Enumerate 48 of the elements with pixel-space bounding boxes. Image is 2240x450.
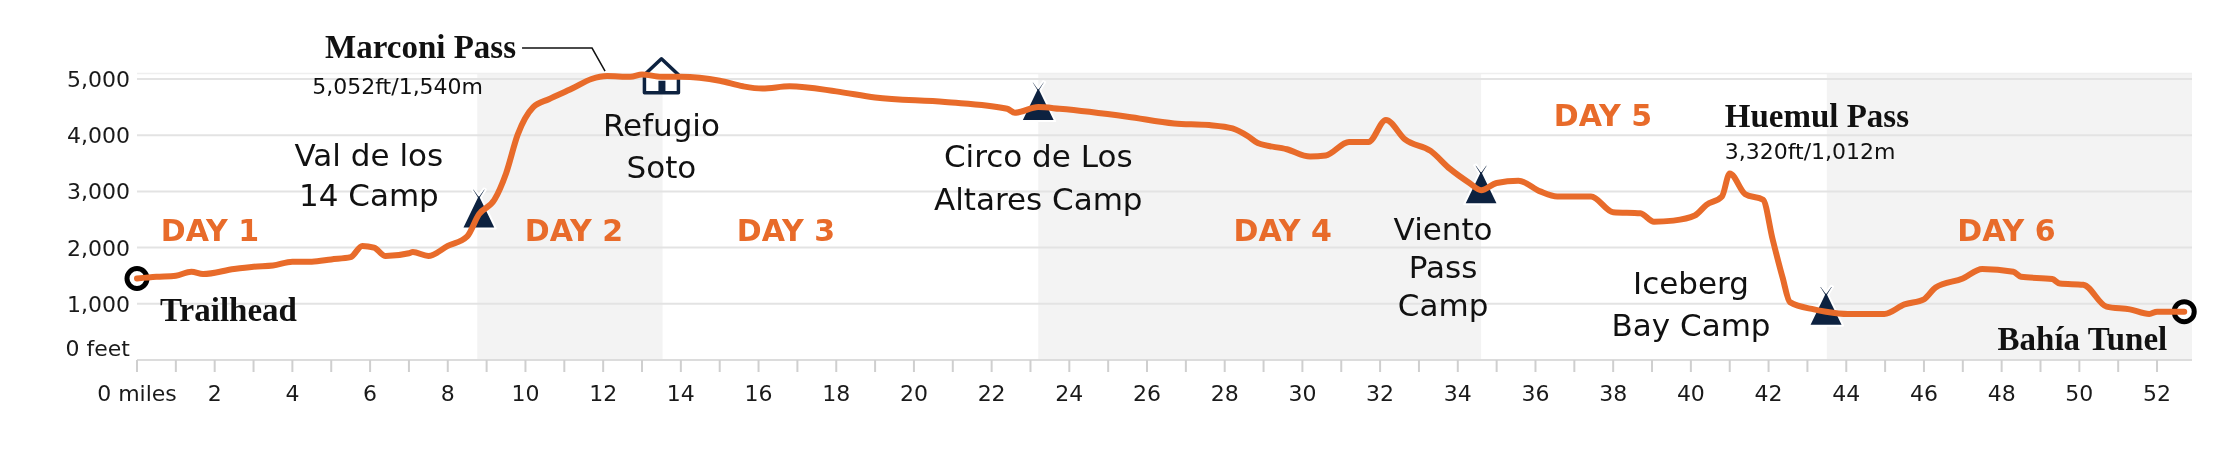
x-tick-label: 2 (207, 381, 222, 406)
annotation: Marconi Pass 5,052ft/1,540m (312, 29, 517, 100)
x-tick-label: 40 (1676, 381, 1705, 406)
x-tick-label: 14 (666, 381, 695, 406)
annotation: Iceberg Bay Camp (1611, 264, 1771, 343)
x-tick-label: 38 (1599, 381, 1628, 406)
annotation: Huemul Pass 3,320ft/1,012m (1724, 98, 1910, 165)
x-tick-label: 6 (363, 381, 378, 406)
band-label: DAY 4 (1233, 213, 1332, 248)
x-tick-label: 10 (511, 381, 540, 406)
annotation: DAY 3 (736, 213, 836, 248)
x-tick-label: 34 (1443, 381, 1472, 406)
y-tick-label: 1,000 (67, 291, 130, 317)
annotation: Circo de Los Altares Camp (933, 138, 1143, 218)
x-tick-label: 50 (2065, 381, 2094, 406)
x-tick-label: 0 miles (97, 381, 177, 406)
y-tick-label: 0 feet (65, 336, 131, 361)
x-tick-label: 16 (744, 381, 773, 406)
x-tick-label: 46 (1909, 381, 1938, 406)
x-tick-label: 52 (2143, 381, 2172, 406)
x-tick-label: 42 (1754, 381, 1783, 406)
x-tick-label: 36 (1521, 381, 1550, 406)
band-label: DAY 2 (524, 213, 624, 248)
y-tick-label: 3,000 (67, 179, 130, 205)
x-tick-label: 12 (589, 381, 618, 406)
x-tick-label: 8 (440, 381, 455, 406)
x-tick-label: 18 (822, 381, 851, 406)
x-tick-label: 20 (899, 381, 928, 406)
x-tick-label: 30 (1288, 381, 1317, 406)
annotation: Refugio Soto (602, 106, 720, 185)
band-label: DAY 6 (1957, 213, 2056, 248)
annotation: Val de los 14 Camp (294, 137, 444, 214)
annotation: DAY 5 (1553, 98, 1653, 133)
annotation: DAY 1 (160, 213, 260, 248)
x-tick-label: 22 (977, 381, 1006, 406)
x-tick-label: 44 (1832, 381, 1861, 406)
y-tick-label: 2,000 (67, 235, 130, 261)
x-tick-label: 28 (1210, 381, 1239, 406)
annotation: Viento Pass Camp (1393, 211, 1493, 324)
x-tick-label: 48 (1987, 381, 2016, 406)
y-tick-label: 5,000 (67, 67, 130, 92)
annotation: Trailhead (160, 291, 297, 328)
x-tick-label: 32 (1366, 381, 1395, 406)
x-tick-label: 4 (285, 381, 300, 406)
annotation: Bahía Tunel (1997, 320, 2168, 357)
y-tick-label: 4,000 (67, 123, 130, 149)
x-tick-label: 26 (1133, 381, 1162, 406)
x-tick-label: 24 (1055, 381, 1084, 406)
